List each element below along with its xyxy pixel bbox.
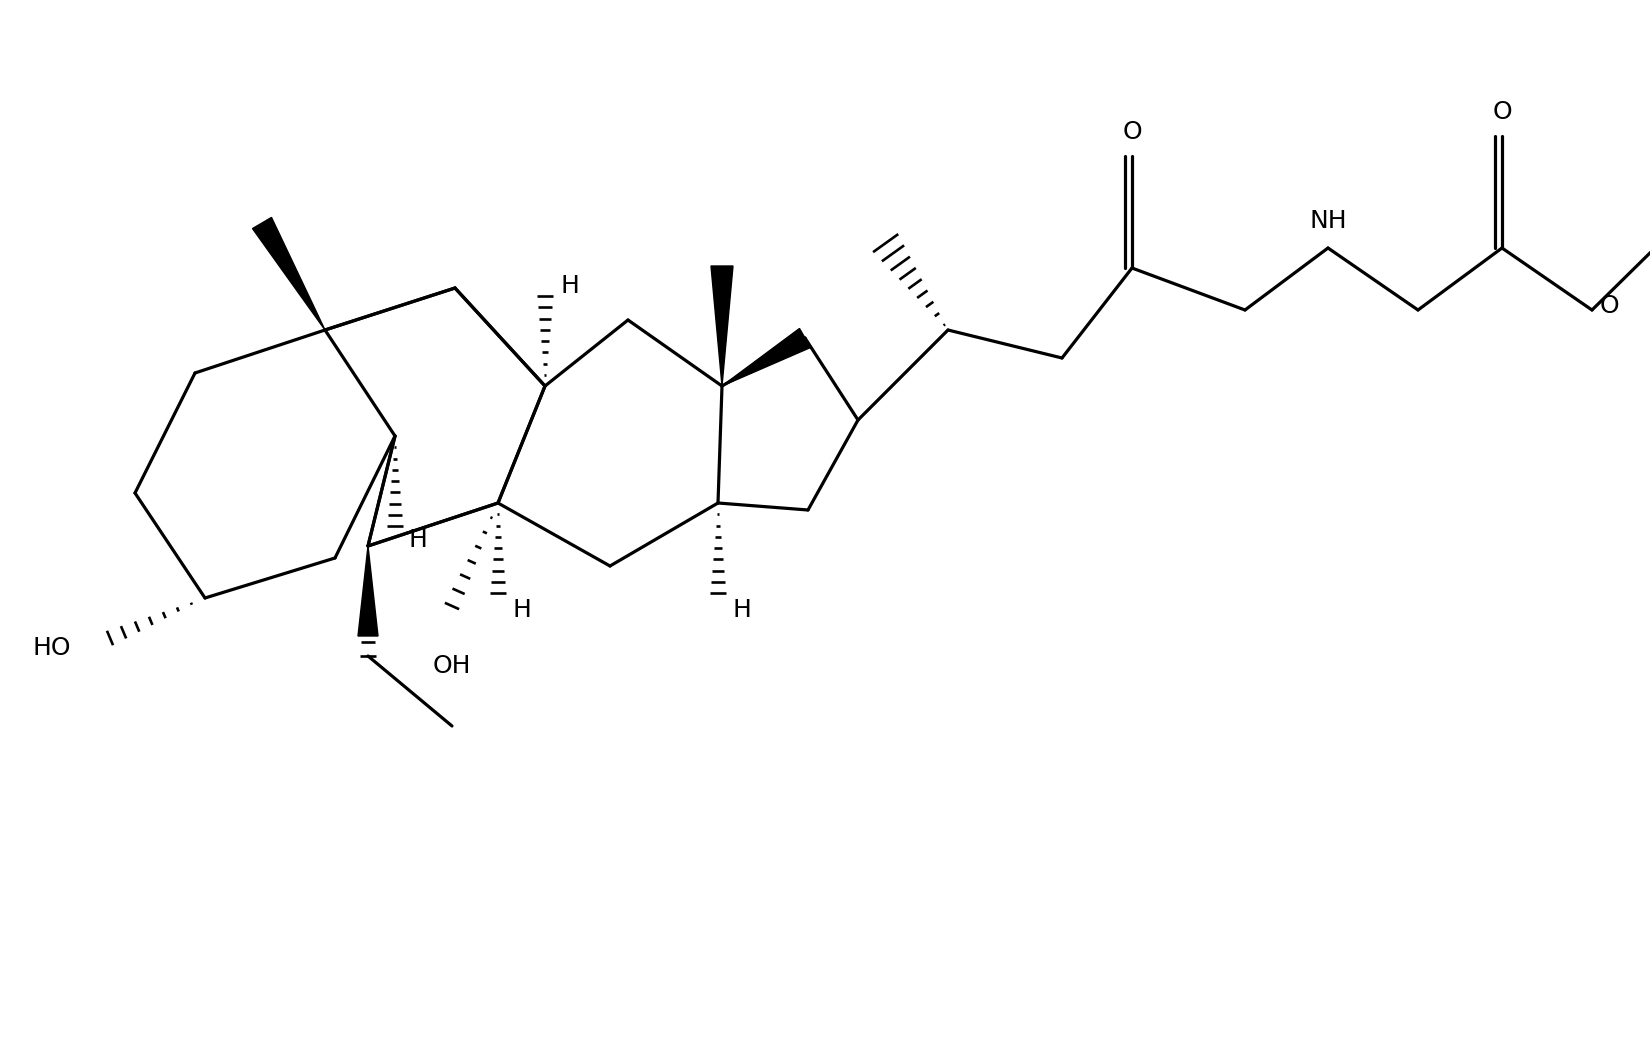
Text: O: O	[1600, 294, 1620, 318]
Text: HO: HO	[33, 636, 71, 660]
Text: O: O	[1122, 121, 1142, 144]
Polygon shape	[358, 546, 378, 636]
Polygon shape	[723, 328, 810, 386]
Text: NH: NH	[1308, 209, 1346, 233]
Text: H: H	[733, 598, 751, 623]
Text: OH: OH	[432, 654, 472, 678]
Polygon shape	[252, 217, 325, 330]
Text: H: H	[561, 274, 579, 298]
Text: O: O	[1492, 100, 1511, 124]
Polygon shape	[711, 266, 733, 386]
Text: H: H	[409, 528, 427, 552]
Text: H: H	[513, 598, 531, 623]
